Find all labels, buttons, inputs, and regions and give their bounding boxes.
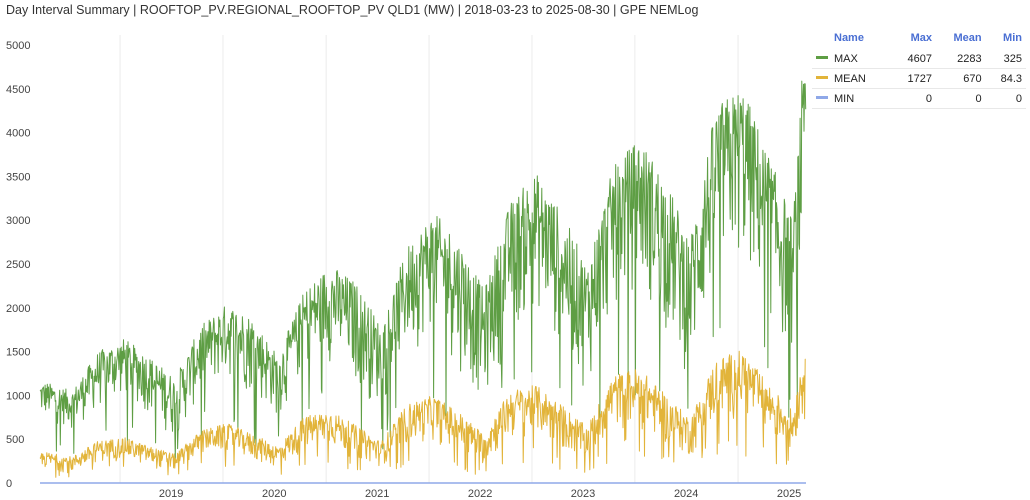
y-tick-label: 4000 xyxy=(6,128,30,140)
legend-value-mean: 670 xyxy=(935,68,986,89)
series-layer xyxy=(39,80,807,484)
legend-header-max[interactable]: Max xyxy=(910,32,932,44)
x-tick-label: 2019 xyxy=(159,488,183,500)
chart-title: Day Interval Summary | ROOFTOP_PV.REGION… xyxy=(6,3,699,17)
x-tick-label: 2021 xyxy=(365,488,389,500)
legend-series-name: MEAN xyxy=(834,72,866,85)
x-tick-label: 2024 xyxy=(674,488,698,500)
legend-table: Name Max Mean Min MAX 4607 2283 325 MEAN… xyxy=(812,30,1026,109)
legend-swatch-min xyxy=(816,96,828,100)
legend-header-name[interactable]: Name xyxy=(834,32,864,44)
series-line-max xyxy=(39,80,807,460)
legend-value-max: 0 xyxy=(891,88,936,109)
legend-row-mean[interactable]: MEAN 1727 670 84.3 xyxy=(812,68,1026,89)
y-tick-label: 1000 xyxy=(6,390,30,402)
legend-header-min[interactable]: Min xyxy=(1003,32,1022,44)
legend-swatch-mean xyxy=(816,76,828,80)
legend-value-min: 325 xyxy=(985,49,1026,69)
x-tick-label: 2020 xyxy=(262,488,286,500)
y-tick-label: 500 xyxy=(6,434,24,446)
legend-series-name: MIN xyxy=(834,92,855,105)
x-tick-label: 2023 xyxy=(571,488,595,500)
y-axis: 0 500 1000 1500 2000 2500 3000 3500 4000 4500 5000 xyxy=(6,40,30,490)
y-tick-label: 0 xyxy=(6,478,12,490)
y-tick-label: 2500 xyxy=(6,259,30,271)
x-axis: 2019 2020 2021 2022 2023 2024 2025 xyxy=(159,488,801,500)
x-tick-label: 2025 xyxy=(777,488,801,500)
legend-value-min: 0 xyxy=(985,88,1026,109)
series-line-mean xyxy=(39,350,806,478)
y-tick-label: 3000 xyxy=(6,215,30,227)
y-tick-label: 4500 xyxy=(6,84,30,96)
y-tick-label: 2000 xyxy=(6,303,30,315)
legend-value-mean: 0 xyxy=(935,88,986,109)
legend-value-max: 4607 xyxy=(891,49,936,69)
legend-swatch-max xyxy=(816,56,828,60)
legend-value-mean: 2283 xyxy=(935,49,986,69)
legend-value-min: 84.3 xyxy=(985,68,1026,89)
legend-row-min[interactable]: MIN 0 0 0 xyxy=(812,88,1026,109)
chart-plot-area[interactable]: 0 500 1000 1500 2000 2500 3000 3500 4000 4500 5000… xyxy=(0,0,810,500)
y-tick-label: 3500 xyxy=(6,171,30,183)
legend-series-name: MAX xyxy=(834,52,858,65)
x-tick-label: 2022 xyxy=(468,488,492,500)
legend-header-mean[interactable]: Mean xyxy=(953,32,982,44)
legend-row-max[interactable]: MAX 4607 2283 325 xyxy=(812,49,1026,69)
y-tick-label: 1500 xyxy=(6,347,30,359)
legend-value-max: 1727 xyxy=(891,68,936,89)
legend-header-row: Name Max Mean Min xyxy=(812,30,1026,49)
y-tick-label: 5000 xyxy=(6,40,30,52)
